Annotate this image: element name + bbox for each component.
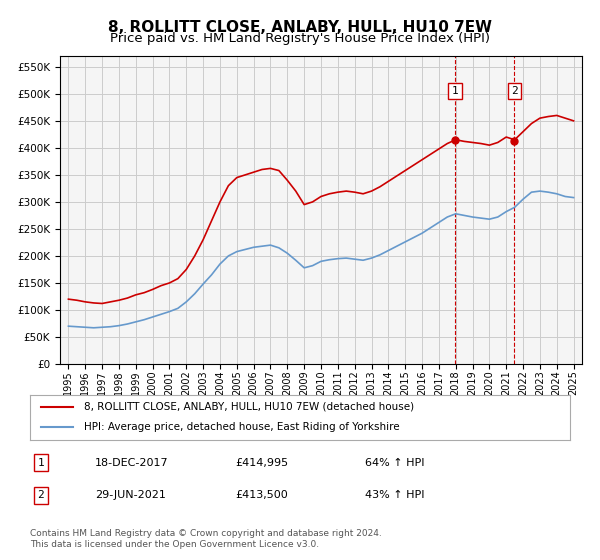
Text: £414,995: £414,995: [235, 458, 289, 468]
Text: 29-JUN-2021: 29-JUN-2021: [95, 490, 166, 500]
Text: HPI: Average price, detached house, East Riding of Yorkshire: HPI: Average price, detached house, East…: [84, 422, 400, 432]
Text: 1: 1: [452, 86, 458, 96]
Text: 8, ROLLITT CLOSE, ANLABY, HULL, HU10 7EW (detached house): 8, ROLLITT CLOSE, ANLABY, HULL, HU10 7EW…: [84, 402, 414, 412]
Text: 64% ↑ HPI: 64% ↑ HPI: [365, 458, 424, 468]
Text: 2: 2: [511, 86, 518, 96]
Text: £413,500: £413,500: [235, 490, 288, 500]
Text: 1: 1: [37, 458, 44, 468]
Text: Contains HM Land Registry data © Crown copyright and database right 2024.
This d: Contains HM Land Registry data © Crown c…: [30, 529, 382, 549]
Text: 2: 2: [37, 490, 44, 500]
Text: Price paid vs. HM Land Registry's House Price Index (HPI): Price paid vs. HM Land Registry's House …: [110, 32, 490, 45]
Text: 18-DEC-2017: 18-DEC-2017: [95, 458, 169, 468]
Text: 8, ROLLITT CLOSE, ANLABY, HULL, HU10 7EW: 8, ROLLITT CLOSE, ANLABY, HULL, HU10 7EW: [108, 20, 492, 35]
Text: 43% ↑ HPI: 43% ↑ HPI: [365, 490, 424, 500]
